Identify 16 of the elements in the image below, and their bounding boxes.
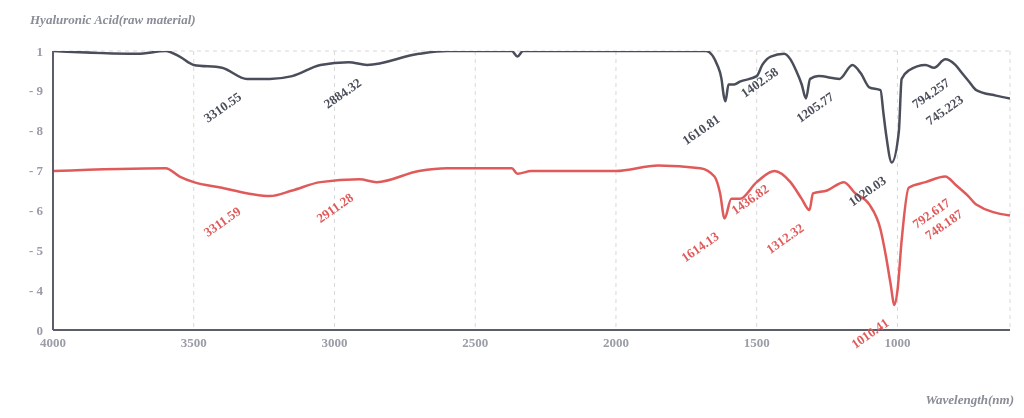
- text: 0: [36, 322, 43, 338]
- text: 1: [36, 43, 43, 59]
- text: - 4: [28, 282, 44, 298]
- text: - 8: [28, 123, 44, 139]
- text: - 6: [28, 202, 44, 218]
- text: - 7: [28, 163, 44, 179]
- x-axis-title: Wavelength(nm): [925, 392, 1014, 408]
- x-tick-label: 1500: [743, 335, 770, 351]
- x-tick-label: 3000: [321, 335, 348, 351]
- text: - 9: [28, 83, 44, 99]
- x-tick-label: 2000: [602, 335, 629, 351]
- x-tick-label: 4000: [40, 335, 66, 351]
- chart-title: Hyaluronic Acid(raw material): [30, 12, 196, 28]
- x-tick-label: 3500: [180, 335, 207, 351]
- text: - 5: [28, 242, 44, 258]
- x-tick-label: 2500: [462, 335, 489, 351]
